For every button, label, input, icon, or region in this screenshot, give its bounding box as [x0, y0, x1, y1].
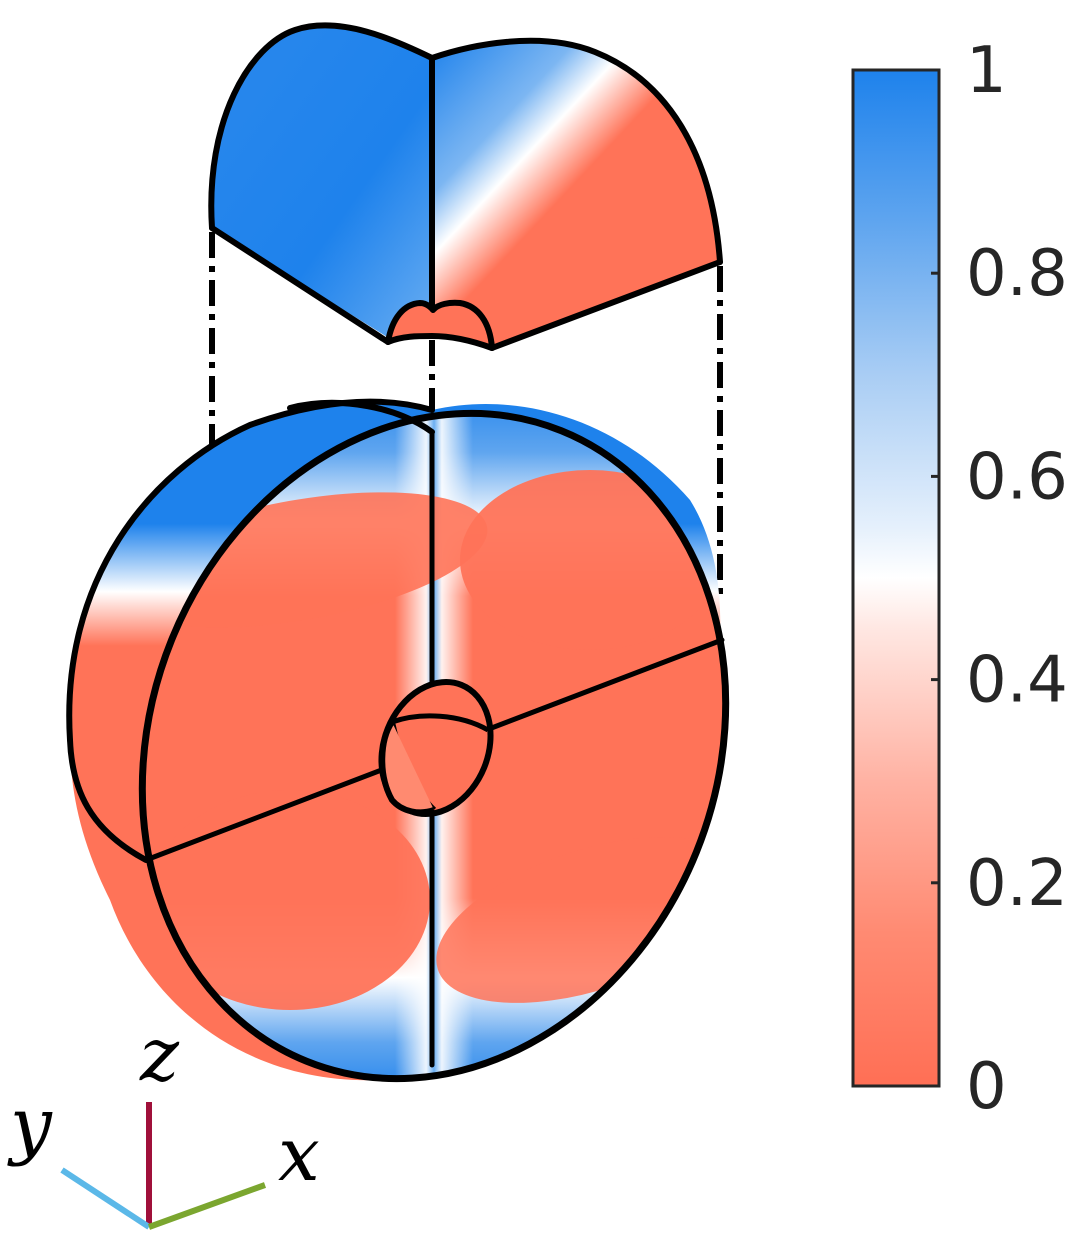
colorbar-tick-label: 1: [966, 34, 1007, 108]
colorbar: 0 0.2 0.4 0.6 0.8 1: [851, 34, 1068, 1124]
top-section-right-face: [432, 40, 720, 348]
colorbar-tick-label: 0: [966, 1050, 1007, 1124]
colorbar-tick-label: 0.8: [966, 237, 1068, 311]
disk-center-hole: [378, 679, 494, 817]
disk-outline: [66, 398, 730, 1083]
y-axis-line: [60, 1167, 151, 1230]
top-section-outline: [208, 22, 723, 351]
colorbar-ticks: 0 0.2 0.4 0.6 0.8 1: [931, 34, 1068, 1124]
colorbar-tick-label: 0.6: [966, 440, 1068, 514]
colorbar-tick-label: 0.4: [966, 644, 1068, 718]
exploded-view-connectors: [209, 232, 723, 595]
colorbar-tick-label: 0.2: [966, 847, 1068, 921]
y-axis-label: y: [7, 1082, 53, 1168]
detached-top-section: [208, 22, 723, 351]
colorbar-gradient: [851, 68, 941, 1088]
x-axis-line: [147, 1182, 267, 1230]
main-disk: [66, 380, 760, 1100]
axis-triad: z y x: [7, 1012, 320, 1230]
z-axis-label: z: [139, 1012, 180, 1098]
x-axis-label: x: [278, 1112, 320, 1198]
